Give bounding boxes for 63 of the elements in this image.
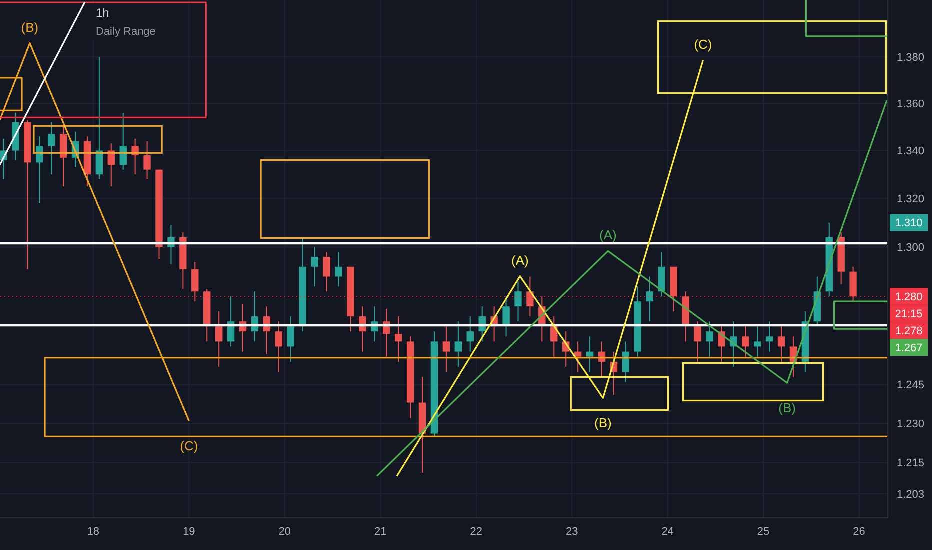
annotation: (C) [694, 36, 712, 52]
y-tick-label: 1.230 [897, 418, 925, 430]
candlestick [144, 140, 151, 180]
candlestick [514, 281, 522, 322]
candlestick [574, 341, 582, 373]
candlestick [120, 112, 127, 170]
x-tick-label: 21 [374, 526, 387, 538]
candlestick [454, 321, 462, 368]
y-tick-label: 1.320 [897, 194, 925, 206]
candlestick [287, 316, 294, 362]
annotation: 1.310 [895, 218, 923, 230]
y-tick-label: 1.203 [897, 488, 925, 501]
annotation: 1.267 [895, 342, 923, 354]
x-tick-label: 26 [853, 526, 866, 538]
annotation: (A) [600, 228, 617, 243]
annotation: (A) [512, 252, 529, 268]
candlestick [275, 321, 282, 373]
x-tick-label: 20 [278, 526, 292, 538]
line-series [376, 100, 888, 477]
y-tick-label: 1.360 [897, 98, 925, 110]
annotation: (B) [21, 20, 39, 35]
candlestick [96, 56, 104, 180]
annotation: (B) [594, 416, 612, 431]
y-tick-label: 1.300 [897, 242, 925, 254]
candlestick [586, 336, 594, 373]
candlestick [526, 276, 534, 318]
candlestick [718, 326, 726, 362]
candlestick [754, 326, 762, 358]
annotation: (B) [778, 400, 796, 416]
candlestick [60, 126, 68, 188]
text: 1.278 [895, 325, 923, 338]
x-tick-label: 23 [566, 526, 578, 538]
candlestick [335, 252, 342, 288]
text: 21:15 [895, 308, 923, 320]
candlestick [215, 311, 223, 368]
candlestick [778, 326, 786, 362]
candlestick [442, 326, 450, 373]
x-tick-label: 24 [662, 526, 674, 538]
candlestick [706, 321, 714, 358]
candlestick [742, 326, 750, 358]
candlestick [646, 276, 654, 322]
ref-line-label: 1.280 [895, 291, 923, 304]
candlestick [766, 321, 774, 352]
candlestick [394, 316, 402, 362]
candlestick [323, 252, 330, 292]
candlestick [48, 122, 56, 176]
y-tick-label: 1.245 [897, 380, 925, 392]
candlestick [466, 316, 474, 352]
candlestick [311, 246, 318, 288]
x-tick-label: 19 [183, 526, 196, 538]
x-tick-label: 22 [470, 526, 482, 538]
x-tick-label: 18 [87, 526, 100, 538]
y-tick-label: 1.340 [897, 146, 925, 158]
y-tick-label: 1.215 [897, 457, 925, 470]
candlestick [694, 321, 702, 362]
text: 1h [96, 6, 110, 20]
annotation: (C) [180, 438, 198, 454]
candlestick [502, 296, 510, 338]
text: Daily Range [96, 26, 156, 38]
y-tick-label: 1.380 [897, 52, 925, 64]
line-series [396, 60, 704, 477]
x-tick-label: 25 [757, 526, 770, 538]
candlestick [192, 261, 199, 302]
